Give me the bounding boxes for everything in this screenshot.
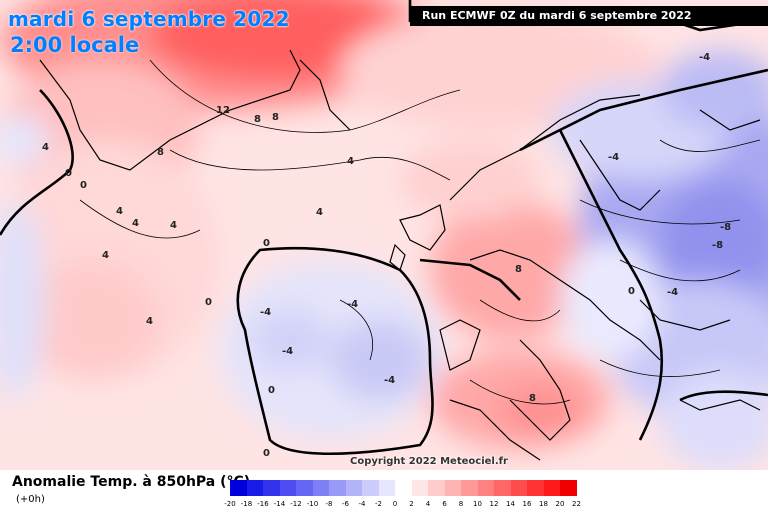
colorbar-tick-label: 22 bbox=[572, 500, 581, 508]
colorbar-tick-label: 4 bbox=[425, 500, 431, 508]
contour-lines-thin bbox=[79, 59, 761, 405]
contour-label: 8 bbox=[515, 264, 522, 275]
contour-label: 8 bbox=[529, 393, 536, 404]
colorbar-tick-label: -14 bbox=[273, 500, 286, 508]
colorbar-cell bbox=[296, 480, 313, 496]
contour-label: 4 bbox=[132, 218, 139, 229]
colorbar-cell bbox=[444, 480, 461, 496]
colorbar-cell bbox=[527, 480, 544, 496]
contour-label: 8 bbox=[254, 114, 261, 125]
colorbar-cell bbox=[543, 480, 560, 496]
contour-label: 4 bbox=[316, 207, 323, 218]
contour-label: 8 bbox=[157, 147, 164, 158]
contour-label: 0 bbox=[263, 448, 270, 459]
colorbar-cell bbox=[477, 480, 494, 496]
forecast-step-label: (+0h) bbox=[16, 494, 45, 505]
contour-label: 4 bbox=[102, 250, 109, 261]
colorbar-cell bbox=[246, 480, 263, 496]
colorbar-cell bbox=[312, 480, 329, 496]
run-banner: Run ECMWF 0Z du mardi 6 septembre 2022 bbox=[410, 6, 768, 26]
colorbar-tick-label: 14 bbox=[506, 500, 515, 508]
colorbar-tick-label: 12 bbox=[489, 500, 499, 508]
contour-label: -4 bbox=[608, 152, 619, 163]
colorbar-cell bbox=[378, 480, 395, 496]
contour-label: 0 bbox=[65, 168, 72, 179]
coastlines bbox=[39, 49, 761, 461]
colorbar-tick-label: -6 bbox=[342, 500, 349, 508]
colorbar-tick-label: -20 bbox=[224, 500, 236, 508]
colorbar-tick-label: -8 bbox=[325, 500, 333, 508]
contour-label: -8 bbox=[712, 240, 723, 251]
anomaly-field bbox=[0, 0, 768, 470]
colorbar-cell bbox=[428, 480, 445, 496]
contour-label: -4 bbox=[699, 52, 710, 63]
contour-label: -4 bbox=[347, 299, 358, 310]
colorbar-tick-label: -10 bbox=[306, 500, 319, 508]
contour-label: 4 bbox=[42, 142, 49, 153]
copyright-notice: Copyright 2022 Meteociel.fr bbox=[350, 456, 508, 467]
colorbar-cell bbox=[279, 480, 296, 496]
colorbar-tick-label: -16 bbox=[257, 500, 269, 508]
colorbar-tick-label: 0 bbox=[392, 500, 398, 508]
colorbar-tick-label: -4 bbox=[358, 500, 366, 508]
contour-label: -4 bbox=[667, 287, 678, 298]
contour-label: 0 bbox=[268, 385, 275, 396]
contour-label: 8 bbox=[272, 112, 279, 123]
colorbar-cell bbox=[494, 480, 511, 496]
colorbar-cell bbox=[230, 480, 247, 496]
contour-label: -4 bbox=[282, 346, 293, 357]
colorbar-tick-label: 16 bbox=[522, 500, 532, 508]
colorbar-tick-label: 8 bbox=[458, 500, 464, 508]
parameter-label: Anomalie Temp. à 850hPa (°C) bbox=[12, 474, 251, 490]
colorbar-tick-label: -12 bbox=[290, 500, 302, 508]
contour-label: -4 bbox=[260, 307, 271, 318]
colorbar-cell bbox=[411, 480, 428, 496]
contour-label: 4 bbox=[170, 220, 177, 231]
colorbar-tick-label: -2 bbox=[375, 500, 382, 508]
colorbar-cell bbox=[362, 480, 379, 496]
colorbar-tick-label: 6 bbox=[442, 500, 447, 508]
contour-label: -4 bbox=[384, 375, 395, 386]
contour-label: 0 bbox=[263, 238, 270, 249]
colorbar-cell bbox=[263, 480, 280, 496]
colorbar-cell bbox=[395, 480, 412, 496]
contour-label: 4 bbox=[347, 156, 354, 167]
colorbar-tick-label: 18 bbox=[539, 500, 548, 508]
contour-label: 0 bbox=[628, 286, 635, 297]
contour-label: 12 bbox=[216, 105, 230, 116]
contour-label: -8 bbox=[720, 222, 731, 233]
colorbar-cell bbox=[560, 480, 577, 496]
colorbar-tick-label: 20 bbox=[555, 500, 565, 508]
contour-label: 0 bbox=[205, 297, 212, 308]
colorbar-tick-label: 2 bbox=[409, 500, 414, 508]
contour-label: 0 bbox=[80, 180, 87, 191]
colorbar-cell bbox=[510, 480, 527, 496]
colorbar-cell bbox=[329, 480, 346, 496]
colorbar bbox=[230, 480, 577, 496]
colorbar-cell bbox=[345, 480, 362, 496]
valid-time-title: 2:00 locale bbox=[10, 33, 140, 57]
valid-date-title: mardi 6 septembre 2022 bbox=[8, 7, 290, 31]
colorbar-tick-label: -18 bbox=[240, 500, 253, 508]
contour-label: 4 bbox=[116, 206, 123, 217]
colorbar-tick-label: 10 bbox=[473, 500, 482, 508]
contour-label: 4 bbox=[146, 316, 153, 327]
colorbar-cell bbox=[461, 480, 478, 496]
